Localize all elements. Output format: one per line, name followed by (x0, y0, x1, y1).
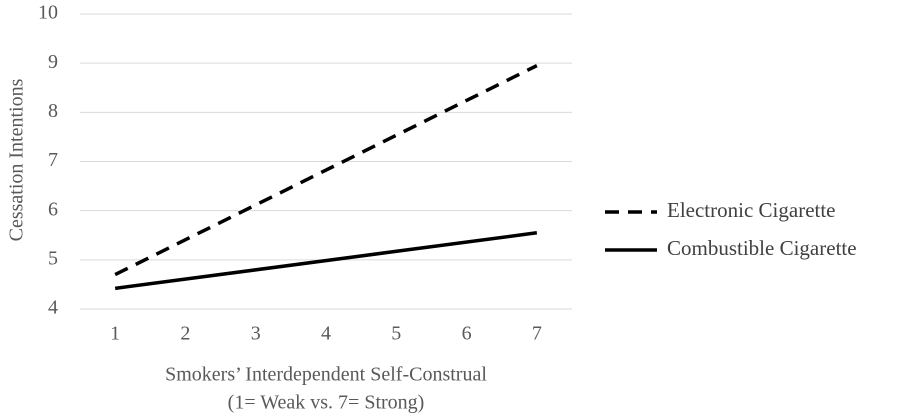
data-line (114, 231, 538, 291)
x-tick-label: 1 (110, 323, 120, 345)
y-tick-label: 5 (48, 247, 58, 269)
x-tick-label: 2 (180, 323, 190, 345)
data-line (114, 64, 538, 277)
x-axis-label: (1= Weak vs. 7= Strong) (228, 392, 425, 414)
y-tick-label: 9 (48, 51, 58, 73)
y-tick-label: 7 (48, 149, 58, 171)
y-tick-label: 6 (48, 198, 58, 220)
y-axis-label: Cessation Intentions (6, 78, 28, 241)
y-tick-label: 8 (48, 100, 58, 122)
legend-label: Electronic Cigarette (667, 198, 836, 222)
y-tick-label: 4 (48, 297, 58, 319)
x-tick-label: 5 (391, 323, 401, 345)
x-tick-label: 3 (251, 323, 261, 345)
x-axis-label: Smokers’ Interdependent Self-Construal (165, 364, 487, 386)
y-tick-label: 10 (38, 2, 58, 24)
x-tick-label: 7 (532, 323, 542, 345)
x-tick-label: 6 (462, 323, 472, 345)
legend-label: Combustible Cigarette (667, 236, 857, 260)
x-tick-label: 4 (321, 323, 331, 345)
